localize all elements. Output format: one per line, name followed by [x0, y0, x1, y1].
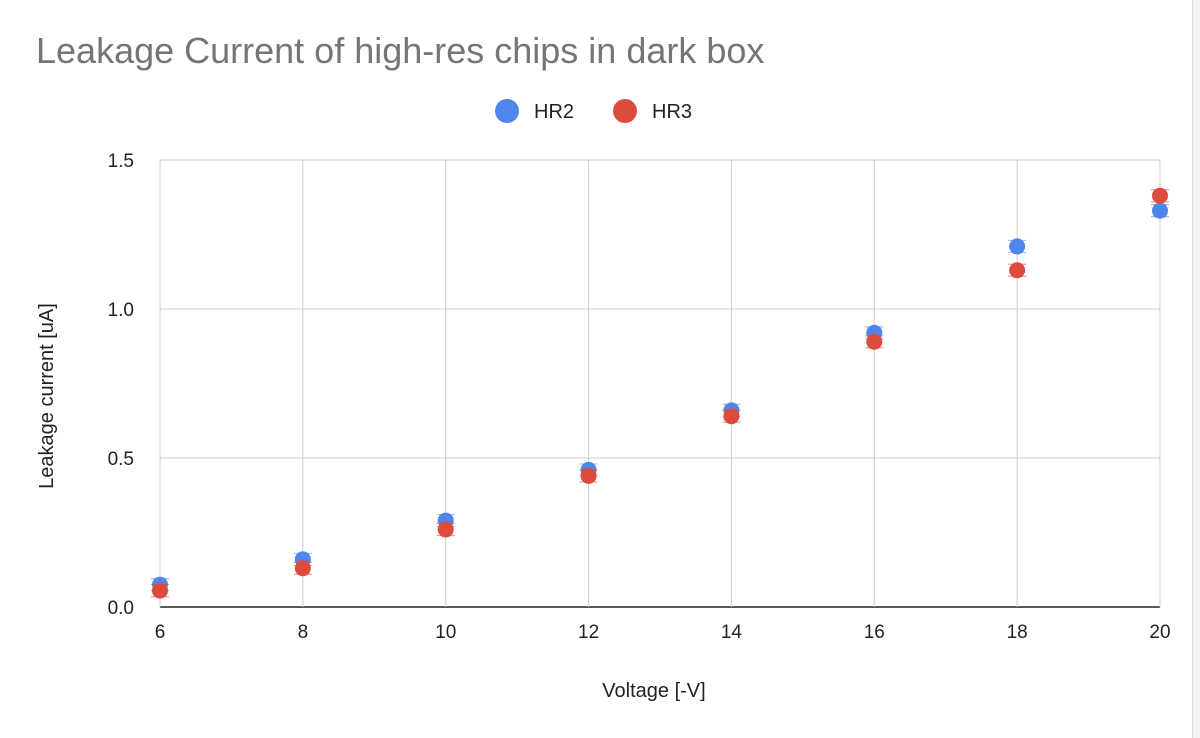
y-axis-label: Leakage current [uA]: [36, 303, 58, 489]
data-point-hr3: [151, 582, 169, 599]
data-point-hr3: [293, 560, 312, 577]
tick-labels: 0.0 0.5 1.0 1.5 6 8 10 12 14 16 18 20: [108, 151, 1171, 643]
y-tick-label: 1.0: [108, 300, 134, 321]
x-tick-label: 20: [1149, 622, 1170, 643]
grid-lines: [159, 159, 1161, 608]
data-point-hr3: [579, 467, 598, 484]
legend-item-hr2: HR2: [495, 99, 574, 123]
data-point-hr3: [1151, 187, 1169, 204]
x-tick-label: 18: [1007, 622, 1028, 643]
legend-marker: [495, 99, 519, 123]
data-point-hr2: [1151, 202, 1169, 219]
legend: HR2 HR3: [495, 99, 692, 123]
x-tick-label: 16: [864, 622, 885, 643]
data-point-hr3: [1008, 262, 1027, 279]
chart-title: Leakage Current of high-res chips in dar…: [36, 30, 765, 71]
x-tick-label: 10: [435, 622, 456, 643]
data-point-hr3: [722, 408, 741, 425]
x-tick-label: 8: [298, 622, 309, 643]
x-tick-label: 6: [155, 622, 166, 643]
legend-marker: [613, 99, 637, 123]
window-edge: [1192, 0, 1200, 738]
legend-item-hr3: HR3: [613, 99, 692, 123]
legend-label: HR2: [534, 101, 574, 123]
y-tick-label: 1.5: [108, 151, 134, 172]
y-tick-label: 0.5: [108, 449, 134, 470]
legend-label: HR3: [652, 101, 692, 123]
x-axis-label: Voltage [-V]: [602, 680, 705, 702]
x-tick-label: 12: [578, 622, 599, 643]
data-points: [151, 187, 1169, 599]
y-tick-label: 0.0: [108, 598, 134, 619]
x-tick-label: 14: [721, 622, 743, 643]
data-point-hr3: [865, 333, 884, 350]
data-point-hr3: [436, 521, 455, 538]
data-point-hr2: [1008, 238, 1027, 255]
